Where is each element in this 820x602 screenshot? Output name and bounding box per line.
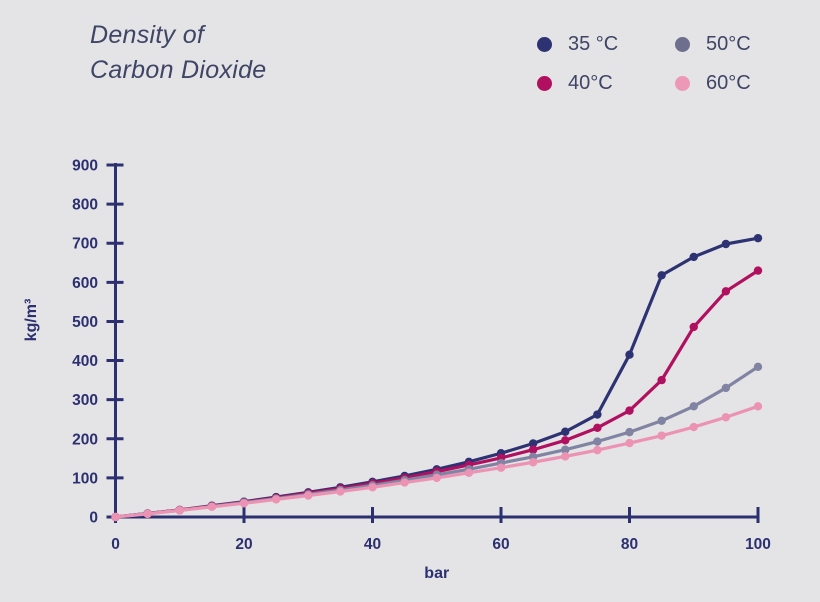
series-point-40c-75bar [593,423,602,433]
series-point-60c-60bar [496,463,506,472]
y-tick-label-900: 900 [72,158,98,175]
y-tick-label-500: 500 [72,314,98,331]
x-tick-label-100: 100 [745,536,771,553]
series-point-60c-65bar [528,458,538,467]
series-point-60c-85bar [657,431,666,440]
legend-item-40c: 40°C [537,72,613,94]
legend-label-60c: 60°C [706,71,751,94]
y-tick-label-700: 700 [72,236,98,253]
legend-item-60c: 60°C [675,72,751,94]
series-point-50c-95bar [721,383,731,393]
series-point-50c-90bar [689,402,698,411]
legend-dot-60c [675,75,690,91]
legend-dot-50c [675,36,690,52]
series-point-60c-40bar [368,483,377,492]
y-tick-label-100: 100 [72,470,98,487]
series-point-60c-75bar [593,445,602,455]
legend-label-50c: 50°C [706,32,751,55]
chart-title-line1: Density of [90,21,205,49]
chart-title-line2: Carbon Dioxide [90,56,267,84]
series-point-60c-30bar [304,491,313,500]
series-point-40c-95bar [721,287,731,296]
series-point-60c-95bar [721,413,731,422]
series-point-40c-85bar [657,375,666,385]
chart-legend: 35 °C 40°C 50°C 60°C [0,0,820,110]
series-point-60c-35bar [336,487,345,496]
y-tick-label-200: 200 [72,431,98,448]
series-point-40c-100bar [753,266,763,275]
y-axis-title: kg/m³ [23,299,40,342]
series-point-50c-80bar [625,427,634,437]
series-point-40c-80bar [625,406,634,415]
chart-title: Density of Carbon Dioxide [90,18,267,88]
legend-label-40c: 40°C [568,71,613,94]
series-point-60c-70bar [561,452,570,461]
series-point-35c-95bar [721,239,731,249]
legend-dot-35c [537,36,552,52]
series-point-35c-70bar [561,427,570,436]
series-point-50c-85bar [657,416,666,425]
series-line-50c [113,365,760,519]
y-tick-label-400: 400 [72,353,98,370]
series-point-60c-0bar [111,512,120,522]
legend-item-50c: 50°C [675,33,751,55]
x-tick-label-0: 0 [111,536,120,553]
x-tick-label-60: 60 [492,536,509,553]
series-point-60c-100bar [753,402,763,411]
x-axis-title: bar [424,565,449,582]
series-point-35c-90bar [689,252,698,262]
series-point-35c-85bar [657,271,666,280]
series-point-60c-55bar [464,468,474,478]
y-tick-label-800: 800 [72,197,98,214]
series-point-35c-75bar [593,410,602,419]
series-point-60c-15bar [207,502,217,512]
x-tick-label-40: 40 [364,536,381,553]
series-point-60c-10bar [175,506,184,515]
series-point-60c-45bar [400,478,409,487]
series-point-50c-70bar [561,445,570,454]
series-point-60c-25bar [271,495,281,504]
series-point-50c-75bar [593,437,602,446]
y-tick-label-0: 0 [89,510,98,527]
legend-dot-40c [537,75,552,91]
x-tick-label-20: 20 [235,536,252,553]
legend-label-35c: 35 °C [568,32,619,55]
y-tick-label-600: 600 [72,275,98,292]
legend-item-35c: 35 °C [537,33,618,55]
series-point-40c-90bar [689,322,698,332]
series-point-35c-65bar [528,439,538,448]
series-point-60c-5bar [143,509,152,519]
series-point-60c-20bar [239,499,249,508]
series-point-60c-80bar [625,438,634,448]
series-point-50c-100bar [753,362,763,372]
series-point-60c-90bar [689,422,698,432]
series-point-40c-65bar [528,445,538,454]
series-point-35c-100bar [753,233,763,243]
series-point-40c-70bar [561,436,570,445]
x-tick-label-80: 80 [621,536,638,553]
y-tick-label-300: 300 [72,392,98,409]
series-point-35c-80bar [625,350,634,359]
series-point-60c-50bar [432,473,441,483]
